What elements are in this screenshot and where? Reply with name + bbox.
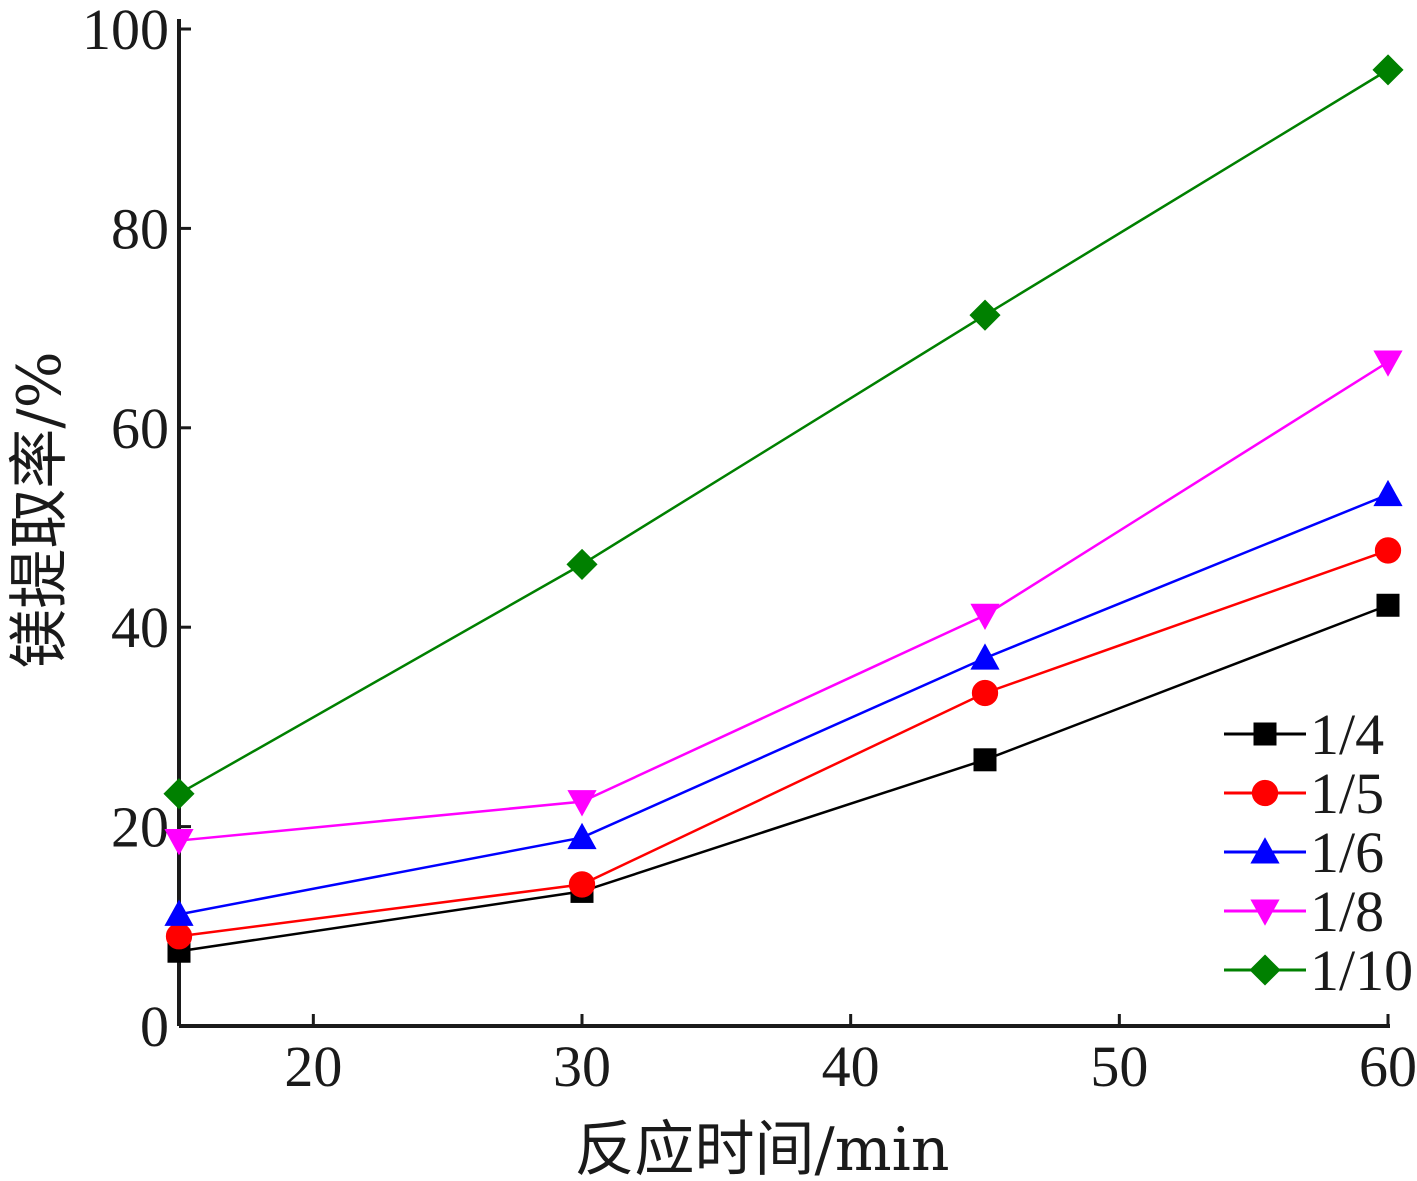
data-point [1373,350,1403,377]
data-point [969,299,1001,331]
x-axis-title: 反应时间/min [575,1115,950,1181]
data-point [568,871,596,898]
x-tick-label: 40 [822,1034,880,1099]
y-tick-label: 100 [82,0,169,62]
data-point [165,923,193,950]
data-point [1372,54,1404,86]
legend-item: 1/8 [1224,879,1384,944]
data-point [567,822,597,850]
data-point [970,643,1000,670]
series-line [178,549,1389,938]
data-point [971,679,999,707]
legend-label: 1/6 [1310,820,1384,885]
legend-marker [1249,954,1281,986]
y-tick-label: 60 [111,396,169,461]
y-tick-label: 20 [111,795,169,860]
legend-item: 1/5 [1224,761,1384,826]
legend-item: 1/6 [1224,820,1384,885]
series-3 [164,350,1403,856]
data-point [973,748,997,772]
legend-label: 1/4 [1310,702,1384,767]
data-point [1374,537,1402,564]
legend-item: 1/10 [1224,938,1413,1003]
data-point [164,899,194,926]
data-point [566,548,598,580]
data-point [1376,593,1400,617]
legend-label: 1/10 [1310,938,1413,1003]
legend-marker [1253,722,1277,746]
y-tick-label: 40 [111,595,169,660]
x-tick-label: 20 [284,1034,342,1099]
series-line [178,360,1389,842]
series-2 [164,479,1403,926]
data-point [567,790,597,817]
legend-marker [1251,779,1279,807]
data-point [970,603,1000,631]
y-axis-title: 镁提取率/% [5,351,75,668]
y-tick-label: 0 [140,994,169,1059]
legend-label: 1/8 [1310,879,1384,944]
y-tick-label: 80 [111,196,169,261]
axes: 0 20 40 60 80 100 20 30 40 50 60 [82,0,1417,1099]
series-line [178,604,1389,953]
x-tick-label: 60 [1359,1034,1417,1099]
x-tick-label: 30 [553,1034,611,1099]
legend-item: 1/4 [1224,702,1384,767]
series-layer [163,54,1404,963]
legend-marker [1250,837,1280,864]
data-point [1373,479,1403,507]
series-4 [163,54,1404,810]
data-point [164,829,194,856]
series-1 [165,537,1402,950]
legend-marker [1250,899,1280,926]
data-point [163,778,195,810]
series-line [178,68,1389,795]
legend-label: 1/5 [1310,761,1384,826]
x-tick-label: 50 [1090,1034,1148,1099]
series-line [178,493,1389,916]
series-0 [167,593,1400,963]
legend: 1/41/51/61/81/10 [1224,702,1413,1003]
